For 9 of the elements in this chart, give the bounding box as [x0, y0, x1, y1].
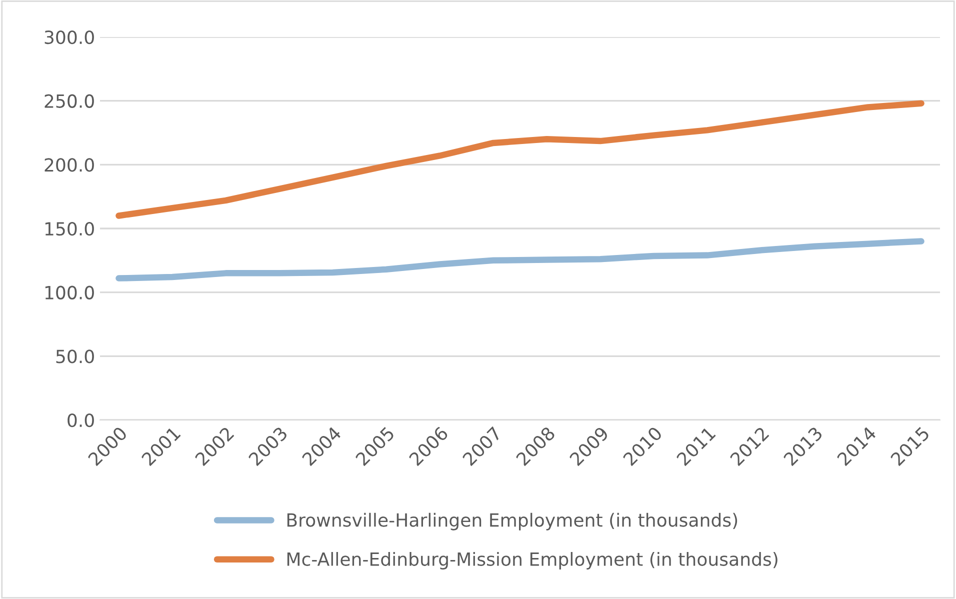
y-tick-label: 150.0	[45, 222, 94, 236]
y-tick-label: 200.0	[44, 158, 94, 172]
y-tick-label: 0.0	[68, 413, 94, 428]
y-tick-label: 50.0	[56, 350, 94, 364]
y-tick-label: 300.0	[44, 30, 94, 44]
y-tick-label: 100.0	[45, 286, 94, 300]
legend-label: Mc-Allen-Edinburg-Mission Employment (in thousands)	[287, 552, 778, 570]
y-tick-label: 250.0	[44, 94, 94, 108]
legend-label: Brownsville-Harlingen Employment (in thousands)	[287, 512, 738, 530]
